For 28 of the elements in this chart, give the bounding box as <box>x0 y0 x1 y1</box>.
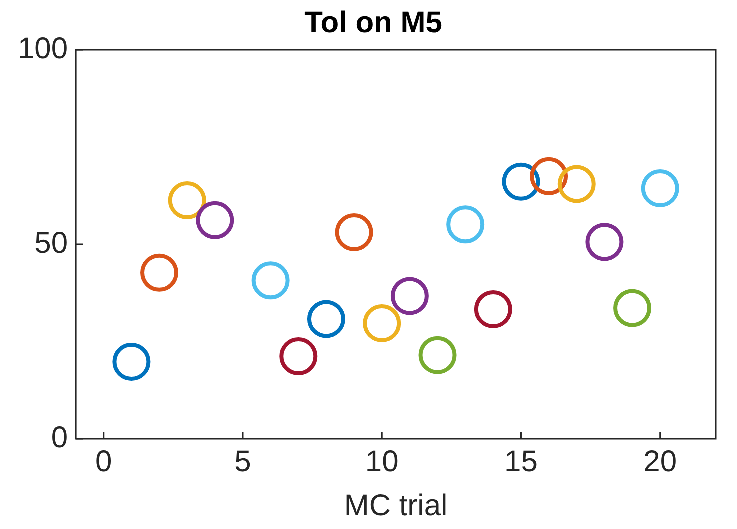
point <box>307 300 346 338</box>
x-tick-label: 0 <box>96 445 112 478</box>
point <box>335 213 374 252</box>
point <box>530 157 568 196</box>
point <box>280 338 318 376</box>
point <box>196 201 234 240</box>
point <box>474 290 512 328</box>
point <box>502 162 540 201</box>
y-tick-label: 100 <box>18 32 68 66</box>
point <box>446 206 485 244</box>
point <box>252 262 290 300</box>
y-tick-label: 50 <box>34 226 68 260</box>
point <box>363 304 402 342</box>
x-tick-label: 20 <box>644 445 678 478</box>
x-tick-label: 5 <box>234 445 252 478</box>
point <box>586 223 624 262</box>
point <box>390 277 429 316</box>
x-axis-title: MC trial <box>344 489 448 522</box>
point <box>558 165 596 204</box>
point <box>614 289 652 328</box>
chart-title: Tol on M5 <box>304 6 442 40</box>
x-tick-label: 10 <box>365 445 399 478</box>
y-tick-label: 0 <box>51 421 68 454</box>
x-tick-label: 15 <box>504 445 538 478</box>
point <box>140 254 179 292</box>
point <box>641 169 680 208</box>
point <box>418 336 457 374</box>
point <box>112 342 151 381</box>
